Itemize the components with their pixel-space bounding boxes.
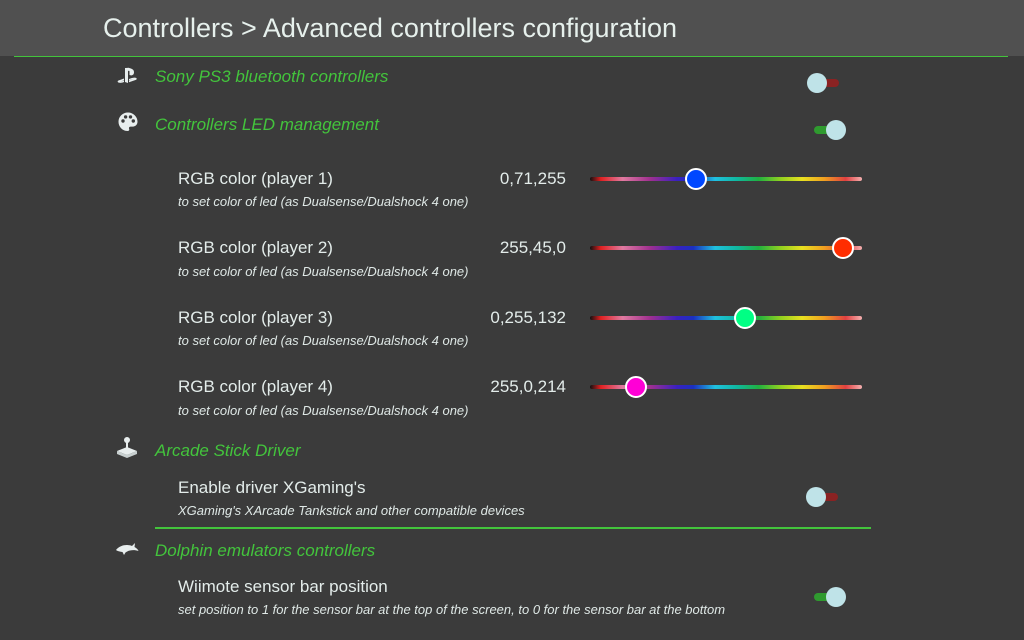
- player4-rgb-slider[interactable]: [590, 375, 862, 399]
- slider-rail: [590, 316, 862, 320]
- player3-rgb-label: RGB color (player 3): [178, 308, 333, 327]
- player3-rgb-desc: to set color of led (as Dualsense/Dualsh…: [178, 333, 469, 348]
- player4-rgb-desc: to set color of led (as Dualsense/Dualsh…: [178, 403, 469, 418]
- xgaming-driver-desc: XGaming's XArcade Tankstick and other co…: [178, 503, 525, 518]
- section-title-arcade: Arcade Stick Driver: [155, 441, 301, 460]
- wiimote-sensor-toggle[interactable]: [810, 587, 846, 607]
- toggle-knob: [807, 73, 827, 93]
- ps3-bluetooth-toggle[interactable]: [807, 73, 843, 93]
- player3-rgb-slider[interactable]: [590, 306, 862, 330]
- player4-rgb-label: RGB color (player 4): [178, 377, 333, 396]
- header-bar: Controllers > Advanced controllers confi…: [0, 0, 1024, 56]
- playstation-icon: [116, 64, 140, 88]
- slider-rail: [590, 177, 862, 181]
- xgaming-driver-toggle[interactable]: [806, 487, 842, 507]
- player1-rgb-slider[interactable]: [590, 167, 862, 191]
- arcade-stick-icon: [115, 436, 139, 460]
- toggle-knob: [826, 587, 846, 607]
- player2-rgb-label: RGB color (player 2): [178, 238, 333, 257]
- header-divider: [14, 56, 1008, 57]
- player1-rgb-value: 0,71,255: [499, 169, 566, 188]
- section-title-ps3: Sony PS3 bluetooth controllers: [155, 67, 389, 86]
- wiimote-sensor-label: Wiimote sensor bar position: [178, 577, 388, 596]
- player4-rgb-value: 255,0,214: [490, 377, 566, 396]
- slider-thumb[interactable]: [734, 307, 757, 329]
- dolphin-icon: [114, 537, 139, 561]
- slider-thumb[interactable]: [685, 168, 708, 190]
- slider-thumb[interactable]: [625, 376, 648, 398]
- page-title: Controllers > Advanced controllers confi…: [103, 13, 678, 43]
- player3-rgb-value: 0,255,132: [490, 308, 566, 327]
- section-title-led: Controllers LED management: [155, 115, 379, 134]
- player2-rgb-slider[interactable]: [590, 236, 862, 260]
- player1-rgb-desc: to set color of led (as Dualsense/Dualsh…: [178, 194, 469, 209]
- section-title-dolphin: Dolphin emulators controllers: [155, 541, 376, 560]
- player2-rgb-value: 255,45,0: [499, 238, 566, 257]
- slider-rail: [590, 246, 862, 250]
- player2-rgb-desc: to set color of led (as Dualsense/Dualsh…: [178, 264, 469, 279]
- toggle-knob: [826, 120, 846, 140]
- toggle-knob: [806, 487, 826, 507]
- xgaming-driver-label: Enable driver XGaming's: [178, 478, 366, 497]
- slider-rail: [590, 385, 862, 389]
- wiimote-sensor-desc: set position to 1 for the sensor bar at …: [178, 602, 726, 617]
- slider-thumb[interactable]: [831, 237, 854, 259]
- focus-divider: [155, 527, 871, 529]
- palette-icon: [116, 110, 140, 134]
- led-management-toggle[interactable]: [810, 120, 846, 140]
- player1-rgb-label: RGB color (player 1): [178, 169, 333, 188]
